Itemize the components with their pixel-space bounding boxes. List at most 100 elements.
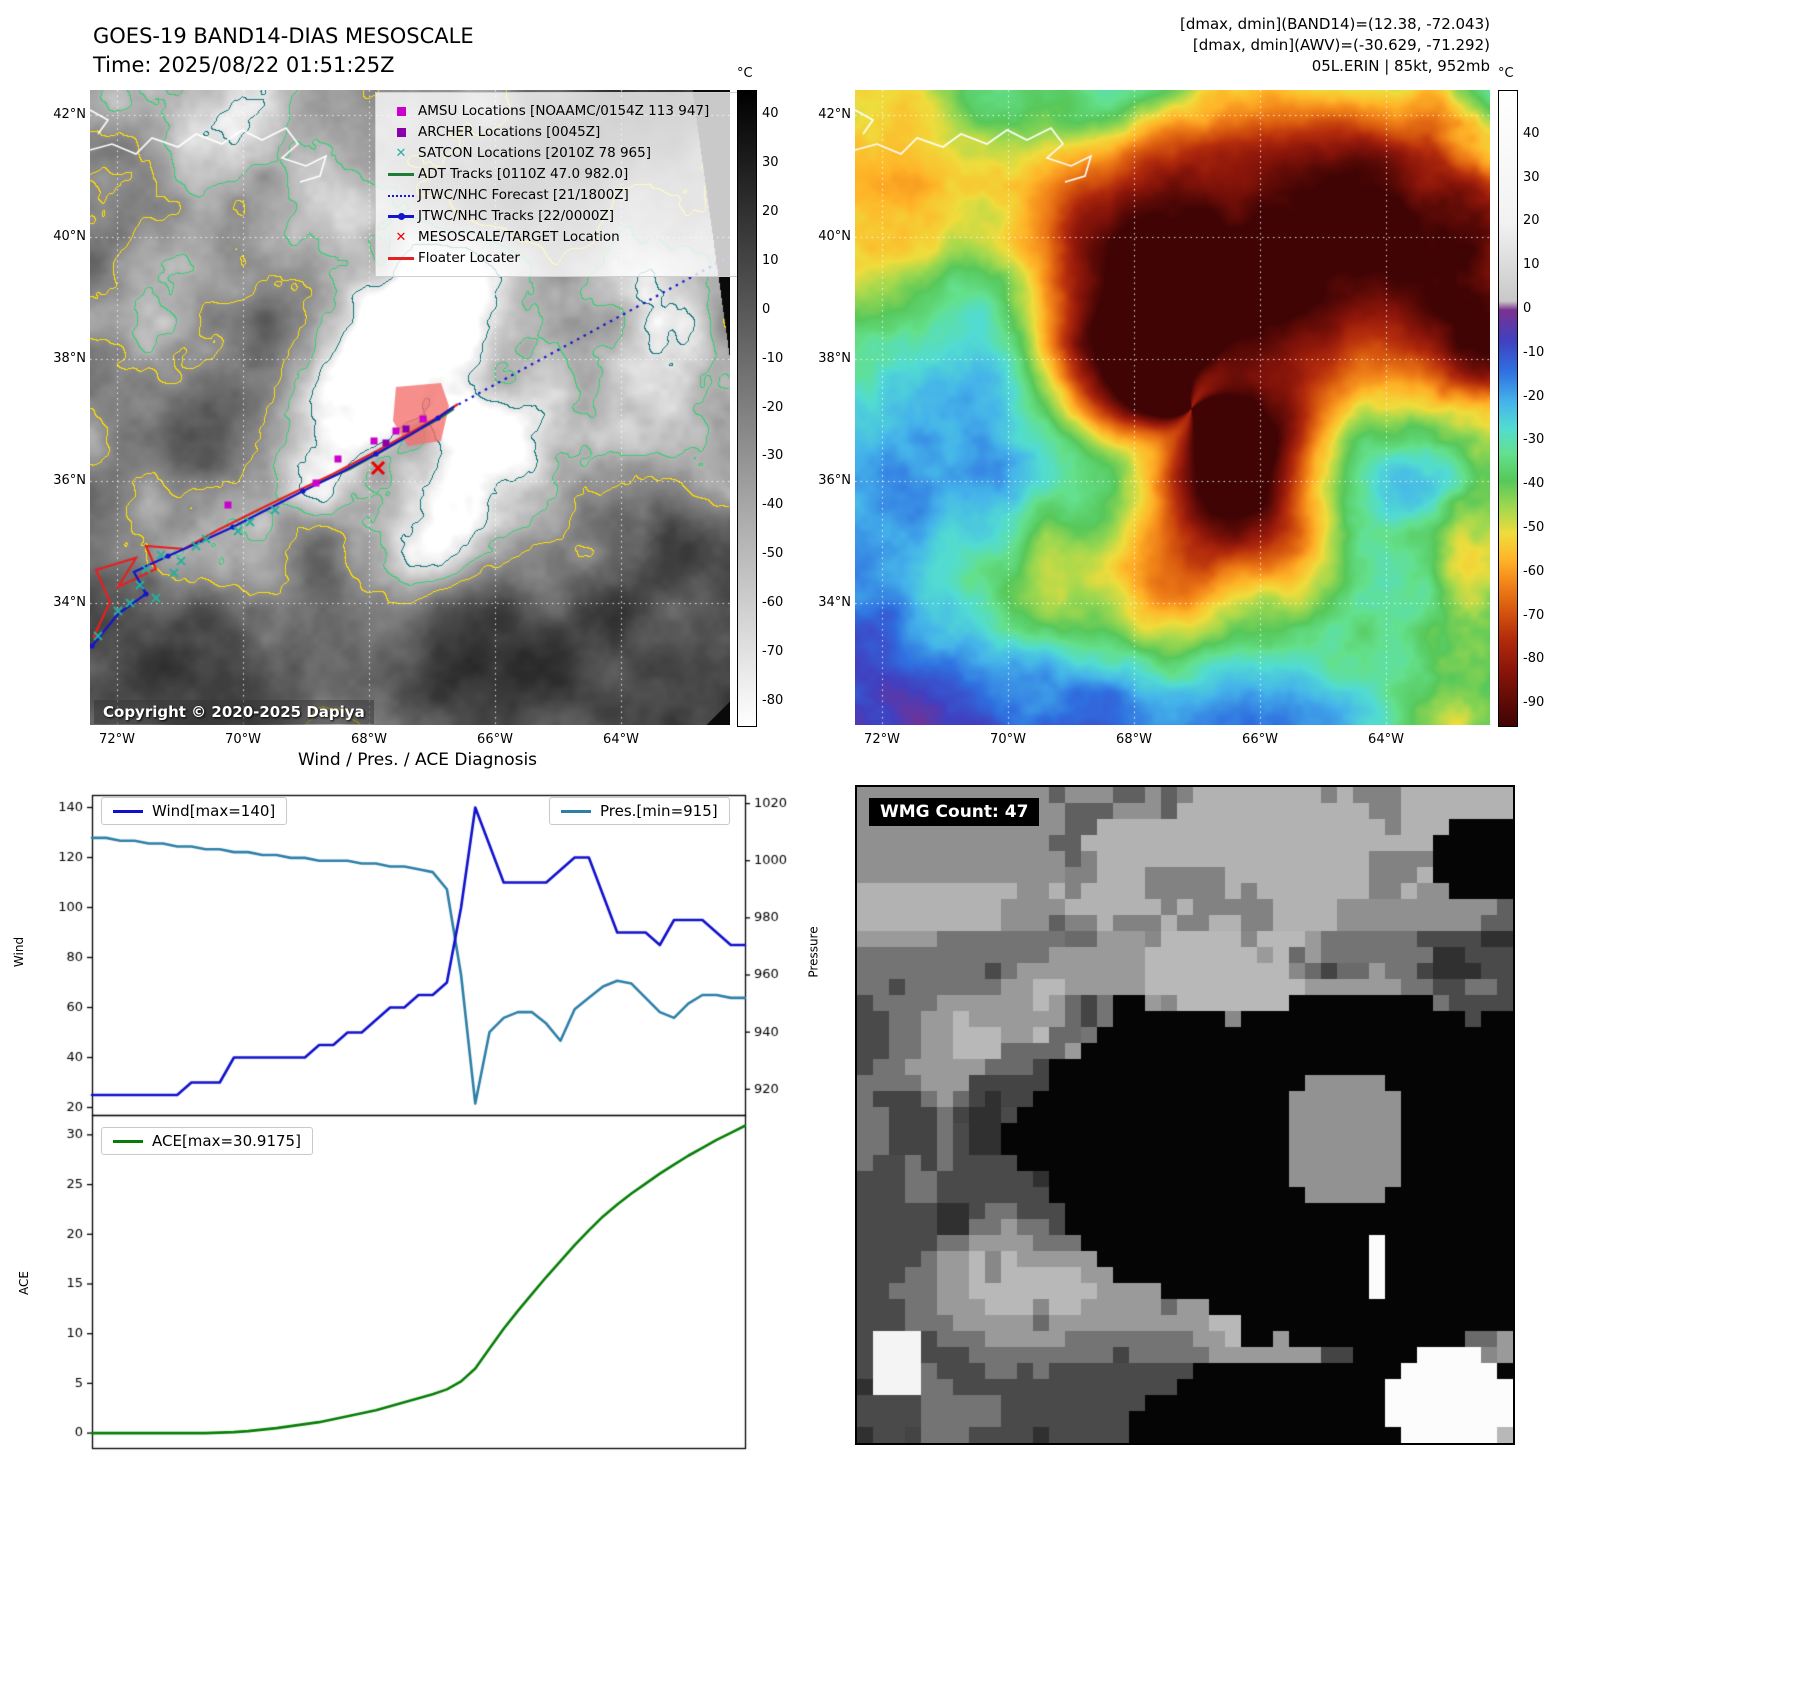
lon-tick-label: 72°W — [864, 732, 900, 747]
x-marker-icon: ✕ — [395, 146, 407, 161]
lat-tick-label: 38°N — [818, 351, 851, 366]
legend-item-label: JTWC/NHC Forecast [21/1800Z] — [418, 187, 629, 203]
colorbar-tick-label: 30 — [762, 155, 779, 171]
pressure-legend: Pres.[min=915] — [549, 797, 730, 825]
colorbar-tick-label: -90 — [1523, 695, 1545, 711]
legend-item-label: MESOSCALE/TARGET Location — [418, 229, 620, 245]
line-marker-icon — [384, 173, 418, 176]
colorbar-tick-label: -10 — [762, 350, 784, 366]
colorbar-tick-label: -20 — [762, 399, 784, 415]
copyright-label: Copyright © 2020-2025 Dapiya — [94, 700, 374, 724]
colorbar-tick-label: 40 — [1523, 125, 1540, 141]
wind-axis-label: Wind — [12, 936, 27, 968]
colorbar-tick-label: -50 — [762, 546, 784, 562]
ace-line-sample-icon — [113, 1139, 143, 1143]
lon-tick-label: 72°W — [99, 732, 135, 747]
lat-tick-label: 42°N — [818, 107, 851, 122]
ace-axis-label: ACE — [16, 1271, 31, 1295]
colorbar-tick-label: -60 — [762, 594, 784, 610]
colorbar-tick-label: -30 — [762, 448, 784, 464]
lon-tick-label: 68°W — [1116, 732, 1152, 747]
band14-colorbar — [737, 90, 757, 727]
colorbar-tick-label: 20 — [1523, 213, 1540, 229]
dotted-marker-icon — [384, 194, 418, 197]
awv-colorbar-unit: °C — [1498, 66, 1514, 81]
title-block: GOES-19 BAND14-DIAS MESOSCALE Time: 2025… — [93, 22, 474, 80]
colorbar-tick-label: -70 — [762, 643, 784, 659]
colorbar-tick-label: -70 — [1523, 607, 1545, 623]
lat-tick-label: 36°N — [53, 473, 86, 488]
wind-pressure-ace-chart — [40, 755, 810, 1465]
square-marker-icon — [384, 107, 418, 116]
legend-item-label: Floater Locater — [418, 250, 520, 266]
page-timestamp: Time: 2025/08/22 01:51:25Z — [93, 53, 395, 77]
lat-tick-label: 34°N — [53, 595, 86, 610]
colorbar-tick-label: -50 — [1523, 519, 1545, 535]
colorbar-tick-label: 30 — [1523, 169, 1540, 185]
legend-item: ✕ MESOSCALE/TARGET Location — [384, 227, 736, 248]
dmax-dmin-band14-text: [dmax, dmin](BAND14)=(12.38, -72.043) — [1179, 15, 1490, 33]
awv-colorbar — [1498, 90, 1518, 727]
colorbar-tick-label: 20 — [762, 204, 779, 220]
lon-tick-label: 64°W — [1368, 732, 1404, 747]
legend-item-label: AMSU Locations [NOAAMC/0154Z 113 947] — [418, 103, 710, 119]
lon-tick-label: 66°W — [477, 732, 513, 747]
line-marker-icon — [384, 257, 418, 260]
legend-item-label: ADT Tracks [0110Z 47.0 982.0] — [418, 166, 629, 182]
colorbar-tick-label: 0 — [1523, 300, 1532, 316]
lon-tick-label: 70°W — [990, 732, 1026, 747]
legend-item: ARCHER Locations [0045Z] — [384, 122, 736, 143]
lat-tick-label: 40°N — [53, 229, 86, 244]
lat-tick-label: 38°N — [53, 351, 86, 366]
awv-color-map — [855, 90, 1490, 725]
colorbar-tick-label: 0 — [762, 301, 771, 317]
line-dot-marker-icon — [384, 213, 418, 220]
wind-legend: Wind[max=140] — [101, 797, 288, 825]
wind-legend-label: Wind[max=140] — [152, 802, 276, 820]
lat-tick-label: 36°N — [818, 473, 851, 488]
wmg-count-label: WMG Count: 47 — [869, 798, 1040, 826]
ace-legend-label: ACE[max=30.9175] — [152, 1132, 301, 1150]
legend-item: AMSU Locations [NOAAMC/0154Z 113 947] — [384, 101, 736, 122]
colorbar-tick-label: -20 — [1523, 388, 1545, 404]
legend-item: ADT Tracks [0110Z 47.0 982.0] — [384, 164, 736, 185]
lat-tick-label: 40°N — [818, 229, 851, 244]
wmg-panel — [855, 785, 1515, 1445]
colorbar-tick-label: -10 — [1523, 344, 1545, 360]
pressure-line-sample-icon — [561, 809, 591, 813]
colorbar-tick-label: -80 — [762, 692, 784, 708]
colorbar-tick-label: -60 — [1523, 563, 1545, 579]
legend-item: ✕ SATCON Locations [2010Z 78 965] — [384, 143, 736, 164]
lon-tick-label: 64°W — [603, 732, 639, 747]
band14-map-legend: AMSU Locations [NOAAMC/0154Z 113 947] ARC… — [375, 92, 747, 277]
colorbar-tick-label: 10 — [1523, 257, 1540, 273]
colorbar-tick-label: -30 — [1523, 432, 1545, 448]
legend-item: Floater Locater — [384, 248, 736, 269]
lat-tick-label: 42°N — [53, 107, 86, 122]
legend-item-label: JTWC/NHC Tracks [22/0000Z] — [418, 208, 615, 224]
colorbar-tick-label: -40 — [762, 497, 784, 513]
colorbar-tick-label: 40 — [762, 106, 779, 122]
colorbar-tick-label: -40 — [1523, 476, 1545, 492]
legend-item-label: SATCON Locations [2010Z 78 965] — [418, 145, 651, 161]
wind-line-sample-icon — [113, 809, 143, 813]
lon-tick-label: 68°W — [351, 732, 387, 747]
storm-id-intensity-text: 05L.ERIN | 85kt, 952mb — [1311, 57, 1490, 75]
wmg-pixel-map — [857, 787, 1513, 1443]
page-title: GOES-19 BAND14-DIAS MESOSCALE — [93, 24, 474, 48]
colorbar-tick-label: -80 — [1523, 651, 1545, 667]
lon-tick-label: 66°W — [1242, 732, 1278, 747]
legend-item: JTWC/NHC Tracks [22/0000Z] — [384, 206, 736, 227]
band14-colorbar-unit: °C — [737, 66, 753, 81]
storm-info-block: [dmax, dmin](BAND14)=(12.38, -72.043) [d… — [1180, 14, 1490, 77]
colorbar-tick-label: 10 — [762, 252, 779, 268]
pressure-legend-label: Pres.[min=915] — [600, 802, 718, 820]
lat-tick-label: 34°N — [818, 595, 851, 610]
legend-item-label: ARCHER Locations [0045Z] — [418, 124, 601, 140]
ace-legend: ACE[max=30.9175] — [101, 1127, 313, 1155]
legend-item: JTWC/NHC Forecast [21/1800Z] — [384, 185, 736, 206]
x-marker-icon: ✕ — [395, 230, 407, 245]
pressure-axis-label: Pressure — [806, 926, 821, 978]
lon-tick-label: 70°W — [225, 732, 261, 747]
